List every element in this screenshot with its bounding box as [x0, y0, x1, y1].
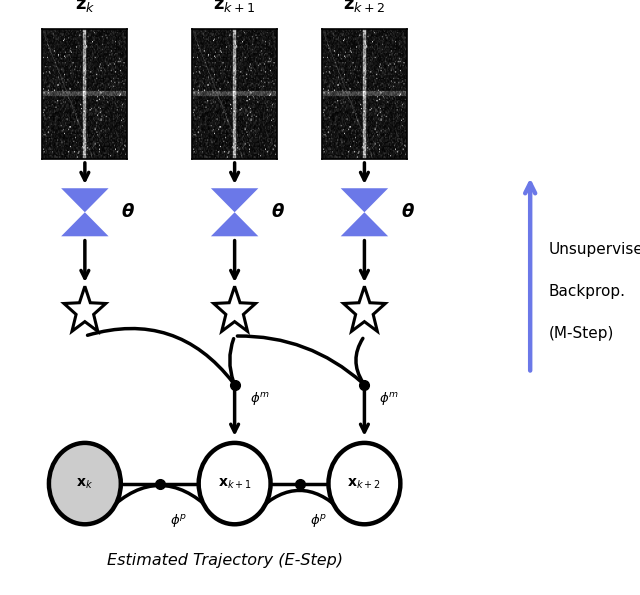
FancyArrowPatch shape	[258, 490, 341, 510]
Text: $\mathbf{x}_k$: $\mathbf{x}_k$	[76, 477, 93, 491]
Polygon shape	[211, 212, 259, 236]
Text: $\boldsymbol{\theta}$: $\boldsymbol{\theta}$	[401, 203, 415, 221]
Polygon shape	[340, 188, 388, 212]
FancyArrowPatch shape	[356, 339, 363, 383]
Polygon shape	[61, 188, 109, 212]
Text: $\mathbf{z}_k$: $\mathbf{z}_k$	[75, 0, 95, 14]
Text: $\phi^p$: $\phi^p$	[170, 512, 187, 529]
FancyArrowPatch shape	[108, 486, 211, 510]
Polygon shape	[340, 212, 388, 236]
Text: $\mathbf{x}_{k+2}$: $\mathbf{x}_{k+2}$	[348, 477, 381, 491]
Circle shape	[198, 443, 271, 524]
Polygon shape	[211, 188, 259, 212]
Text: Unsupervised: Unsupervised	[548, 242, 640, 256]
Circle shape	[49, 443, 121, 524]
Text: Backprop.: Backprop.	[548, 284, 625, 299]
Text: $\mathbf{z}_{k+1}$: $\mathbf{z}_{k+1}$	[214, 0, 256, 14]
Text: Estimated Trajectory (E-Step): Estimated Trajectory (E-Step)	[107, 553, 342, 568]
Polygon shape	[64, 286, 106, 331]
Polygon shape	[344, 286, 385, 331]
Text: $\phi^m$: $\phi^m$	[380, 390, 399, 408]
Text: $\phi^m$: $\phi^m$	[250, 390, 269, 408]
Text: (M-Step): (M-Step)	[548, 326, 614, 342]
FancyArrowPatch shape	[88, 328, 233, 383]
Text: $\phi^p$: $\phi^p$	[310, 512, 326, 529]
FancyArrowPatch shape	[230, 339, 234, 382]
Circle shape	[328, 443, 401, 524]
Text: $\mathbf{x}_{k+1}$: $\mathbf{x}_{k+1}$	[218, 477, 252, 491]
Text: $\mathbf{z}_{k+2}$: $\mathbf{z}_{k+2}$	[343, 0, 385, 14]
Polygon shape	[61, 212, 109, 236]
Text: $\boldsymbol{\theta}$: $\boldsymbol{\theta}$	[271, 203, 285, 221]
Polygon shape	[214, 286, 255, 331]
FancyArrowPatch shape	[237, 336, 362, 383]
Text: $\boldsymbol{\theta}$: $\boldsymbol{\theta}$	[121, 203, 135, 221]
